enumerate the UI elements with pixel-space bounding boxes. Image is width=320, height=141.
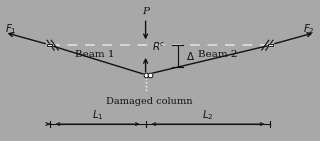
Bar [47, 44, 52, 46]
Text: $F_1$: $F_1$ [5, 22, 17, 36]
Bar [268, 44, 273, 46]
Bar [47, 44, 52, 46]
Text: Damaged column: Damaged column [106, 97, 192, 106]
Text: $L_2$: $L_2$ [202, 108, 214, 122]
Bar [268, 44, 273, 46]
Text: $\Delta$: $\Delta$ [186, 50, 195, 62]
Text: Beam 2: Beam 2 [198, 50, 237, 59]
Text: P: P [142, 6, 149, 16]
Text: $R^c$: $R^c$ [152, 40, 166, 53]
Text: Beam 1: Beam 1 [75, 50, 114, 59]
Text: $L_1$: $L_1$ [92, 108, 103, 122]
Text: $F_2$: $F_2$ [303, 22, 315, 36]
